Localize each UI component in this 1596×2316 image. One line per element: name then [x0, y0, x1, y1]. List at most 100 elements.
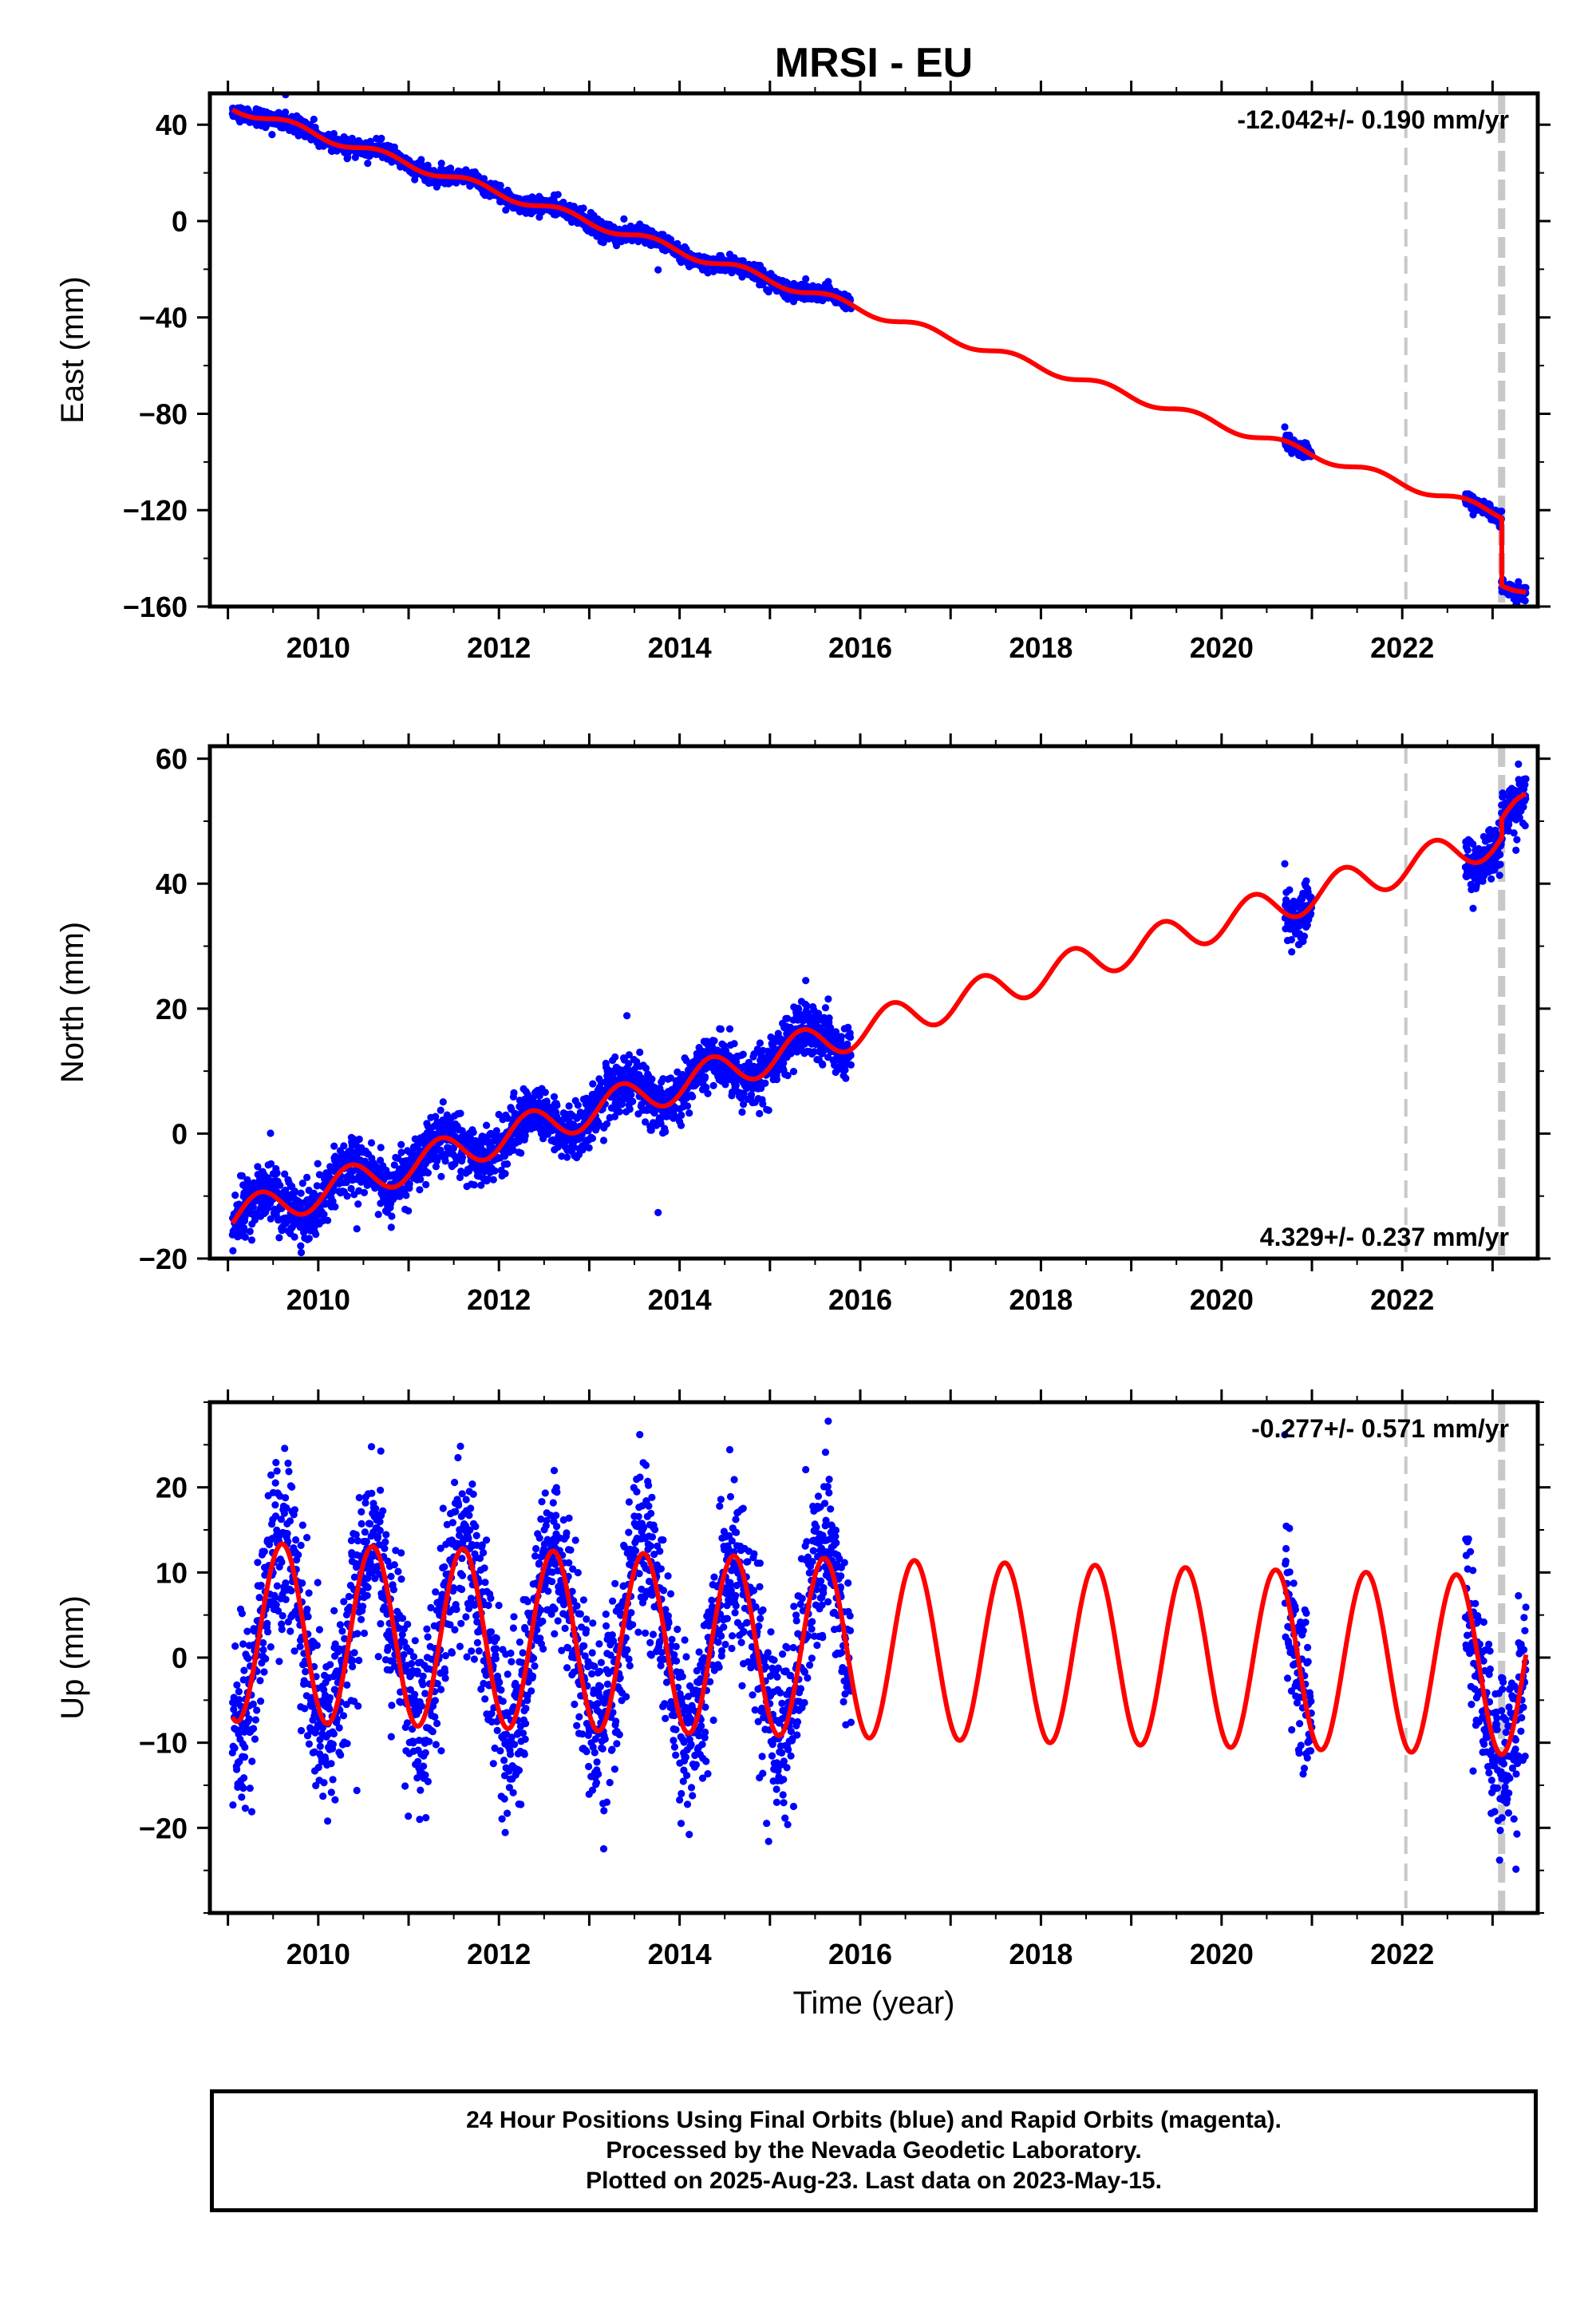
data-point [701, 1073, 709, 1081]
data-point [579, 204, 587, 212]
data-point [502, 206, 510, 214]
data-point [1464, 846, 1472, 854]
data-point [615, 1108, 623, 1116]
data-point [504, 1160, 512, 1168]
data-point [456, 1173, 464, 1181]
data-point [648, 1075, 656, 1083]
y-tick-label: −160 [123, 591, 188, 623]
data-point [611, 1053, 619, 1061]
data-point [229, 1247, 237, 1255]
data-point [599, 239, 607, 247]
chart-title: MRSI - EU [775, 40, 973, 86]
data-point [685, 1109, 693, 1117]
data-point [331, 1203, 339, 1211]
y-tick-label: 40 [156, 109, 188, 141]
x-tick-label: 2022 [1370, 631, 1434, 664]
data-point [599, 1136, 608, 1144]
data-point [387, 1223, 395, 1231]
data-point [290, 1233, 298, 1241]
data-point [397, 1148, 405, 1156]
data-point [725, 1025, 734, 1033]
data-point [819, 1061, 827, 1069]
data-point [739, 1050, 747, 1058]
data-point [629, 1097, 637, 1105]
data-point [1288, 948, 1296, 956]
data-points [228, 760, 1530, 1257]
data-point [437, 1172, 445, 1180]
data-point [802, 977, 810, 985]
data-point [437, 1106, 444, 1114]
data-point [588, 1134, 597, 1142]
data-point [416, 1186, 424, 1194]
data-point [841, 1066, 849, 1074]
data-point [825, 1014, 833, 1022]
data-point [747, 1091, 756, 1099]
data-point [677, 1121, 685, 1129]
data-point [377, 1144, 385, 1152]
data-point [689, 1093, 697, 1101]
data-point [305, 1235, 313, 1243]
data-point [1302, 877, 1310, 885]
data-point [620, 215, 628, 223]
data-point [662, 1128, 670, 1136]
data-point [405, 1180, 413, 1188]
data-point [268, 131, 276, 139]
data-point [353, 1225, 361, 1233]
y-tick-label: −120 [123, 494, 188, 527]
data-point [626, 1105, 634, 1113]
data-point [303, 1173, 311, 1181]
data-point [402, 1192, 410, 1199]
data-point [541, 1089, 549, 1097]
data-point [709, 1081, 717, 1089]
data-point [761, 1079, 769, 1087]
data-point [764, 1106, 772, 1114]
data-point [324, 1216, 332, 1224]
data-point [405, 1207, 413, 1215]
x-tick-label: 2020 [1190, 631, 1254, 664]
data-point [355, 1135, 363, 1144]
data-point [231, 1192, 239, 1199]
data-point [312, 1231, 320, 1239]
data-point [273, 1169, 281, 1177]
data-point [297, 1189, 305, 1197]
data-point [756, 1039, 764, 1047]
data-point [602, 1120, 611, 1128]
data-point [1498, 508, 1506, 516]
data-points [228, 93, 1530, 607]
data-point [517, 1149, 525, 1157]
data-point [636, 1048, 644, 1057]
data-point [1286, 886, 1294, 894]
data-point [367, 1139, 376, 1147]
data-point [1469, 904, 1477, 912]
data-point [354, 1200, 362, 1208]
x-tick-label: 2010 [286, 631, 350, 664]
data-point [417, 1176, 425, 1184]
data-point [565, 1102, 573, 1110]
data-point [623, 1012, 631, 1020]
data-point [282, 109, 290, 117]
data-point [330, 1142, 338, 1150]
data-point [730, 1040, 738, 1048]
data-point [496, 181, 504, 189]
data-point [240, 1223, 248, 1232]
data-point [417, 156, 425, 164]
data-point [1281, 423, 1289, 431]
y-tick-label: 0 [172, 205, 188, 238]
data-point [550, 1093, 559, 1101]
data-point [489, 1176, 497, 1184]
x-tick-label: 2016 [828, 631, 892, 664]
data-point [314, 1160, 322, 1168]
data-point [340, 1142, 348, 1150]
data-point [330, 129, 338, 138]
data-point [589, 1080, 597, 1088]
data-point [246, 1227, 254, 1235]
data-point [276, 1181, 284, 1189]
data-point [424, 1169, 433, 1177]
data-point [574, 1101, 582, 1109]
y-tick-label: −40 [139, 302, 188, 334]
data-point [654, 266, 662, 274]
data-point [846, 1034, 855, 1041]
data-point [249, 1203, 257, 1211]
data-point [789, 1068, 798, 1076]
